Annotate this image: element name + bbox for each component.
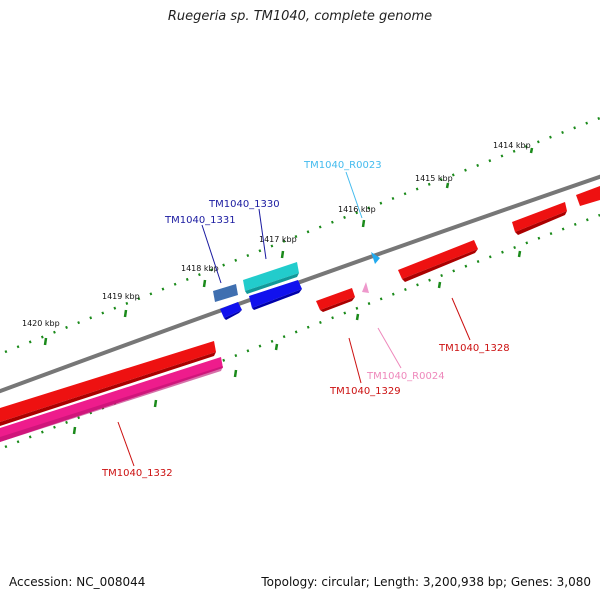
- gene-feature-R0024[interactable]: [362, 282, 369, 293]
- gene-label-R0024: TM1040_R0024: [366, 371, 445, 382]
- leader-line: [117, 421, 135, 467]
- tick-label: 1420 kbp: [22, 319, 60, 328]
- tick-1419: [123, 309, 128, 318]
- gene-label-1332: TM1040_1332: [101, 468, 173, 479]
- gene-label-R0023: TM1040_R0023: [303, 160, 382, 171]
- gene-feature-blue[interactable]: [249, 280, 302, 308]
- gene-feature-1328[interactable]: [398, 240, 478, 279]
- gene-label-1330: TM1040_1330: [208, 199, 280, 210]
- outer-ruler: [4, 116, 600, 354]
- gene-label-1331: TM1040_1331: [164, 215, 236, 226]
- leader-line: [345, 171, 363, 219]
- tick-label: 1415 kbp: [415, 174, 453, 183]
- leader-line: [201, 224, 222, 284]
- accession-text: Accession: NC_008044: [9, 575, 146, 589]
- tick-1414: [529, 147, 534, 154]
- gene-feature-red-topright[interactable]: [576, 186, 600, 206]
- tick-1420: [43, 337, 48, 346]
- gene-feature-1331[interactable]: [213, 284, 238, 302]
- gene-feature-red-large[interactable]: [0, 341, 216, 422]
- gene-feature-blue-small[interactable]: [220, 302, 242, 318]
- gene-feature-red[interactable]: [512, 202, 567, 232]
- tick-label: 1414 kbp: [493, 141, 531, 150]
- gene-feature-R0023[interactable]: [371, 252, 380, 264]
- tick-1418: [202, 279, 207, 288]
- genome-summary-text: Topology: circular; Length: 3,200,938 bp…: [261, 575, 591, 589]
- genome-backbone: [0, 174, 600, 394]
- tick-1415: [445, 182, 450, 189]
- tick-label: 1416 kbp: [338, 205, 376, 214]
- tick-label: 1418 kbp: [181, 264, 219, 273]
- gene-feature-1330[interactable]: [243, 262, 299, 291]
- gene-label-1329: TM1040_1329: [329, 386, 401, 397]
- leader-line: [451, 297, 471, 341]
- tick-label: 1417 kbp: [259, 235, 297, 244]
- inner-ruler: [4, 213, 600, 449]
- leader-line: [258, 208, 267, 260]
- gene-feature-1329[interactable]: [316, 288, 355, 310]
- major-ticks: [43, 147, 534, 346]
- tick-label: 1419 kbp: [102, 292, 140, 301]
- map-title: Ruegeria sp. TM1040, complete genome: [167, 9, 433, 24]
- tick-1417: [280, 250, 285, 259]
- leader-line: [377, 327, 402, 369]
- inner-major-ticks: [72, 250, 522, 435]
- gene-label-1328: TM1040_1328: [438, 343, 510, 354]
- tick-1416: [361, 219, 366, 228]
- leader-line: [348, 337, 362, 384]
